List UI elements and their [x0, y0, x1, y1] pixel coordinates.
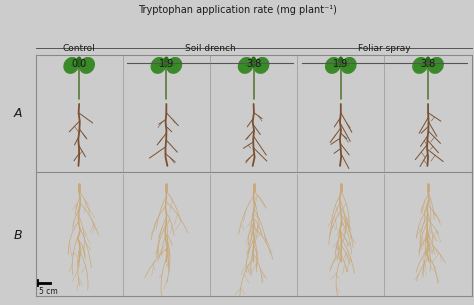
- Text: Foliar spray: Foliar spray: [358, 44, 411, 53]
- Text: B: B: [14, 228, 22, 242]
- Text: Soil drench: Soil drench: [184, 44, 236, 53]
- Ellipse shape: [413, 58, 428, 73]
- Ellipse shape: [251, 57, 256, 66]
- Text: 0.0: 0.0: [72, 59, 87, 69]
- Text: 5 cm: 5 cm: [39, 287, 58, 296]
- Text: Control: Control: [63, 44, 96, 53]
- Ellipse shape: [151, 58, 166, 73]
- Text: 1.9: 1.9: [159, 59, 174, 69]
- Ellipse shape: [77, 57, 82, 66]
- Text: 3.8: 3.8: [420, 59, 436, 69]
- Ellipse shape: [426, 57, 430, 66]
- Text: 3.8: 3.8: [246, 59, 261, 69]
- Ellipse shape: [338, 57, 343, 66]
- Text: Tryptophan application rate (mg plant⁻¹): Tryptophan application rate (mg plant⁻¹): [137, 5, 337, 15]
- Text: A: A: [14, 107, 22, 120]
- Ellipse shape: [167, 58, 182, 73]
- Ellipse shape: [164, 57, 169, 66]
- Ellipse shape: [326, 58, 340, 73]
- Ellipse shape: [341, 58, 356, 73]
- Ellipse shape: [254, 58, 269, 73]
- Ellipse shape: [80, 58, 94, 73]
- Text: 1.9: 1.9: [333, 59, 348, 69]
- Ellipse shape: [238, 58, 253, 73]
- Ellipse shape: [64, 58, 79, 73]
- Ellipse shape: [428, 58, 443, 73]
